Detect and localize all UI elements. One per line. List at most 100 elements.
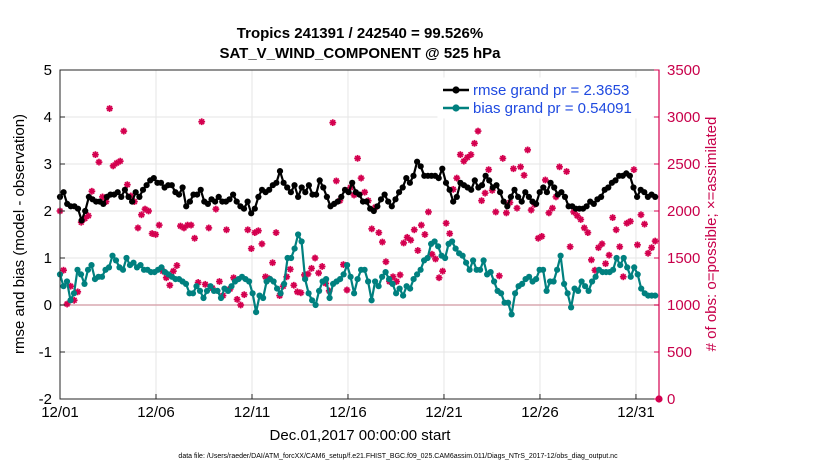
obs-count-point xyxy=(198,118,206,126)
rmse-point xyxy=(446,186,453,193)
rmse-point xyxy=(295,193,302,200)
obs-count-point xyxy=(145,207,152,215)
rmse-series xyxy=(56,158,659,224)
obs-count-point xyxy=(598,240,606,248)
obs-count-point xyxy=(510,165,517,173)
bias-point xyxy=(105,264,113,271)
rmse-point xyxy=(316,177,323,184)
rmse-point xyxy=(410,172,417,179)
rmse-point xyxy=(561,193,569,200)
obs-count-point xyxy=(446,230,454,237)
obs-count-point xyxy=(354,154,361,162)
obs-count-point xyxy=(368,225,376,233)
obs-count-point xyxy=(619,273,627,281)
rmse-point xyxy=(204,200,211,207)
obs-count-point xyxy=(577,216,585,223)
bias-point xyxy=(620,254,627,262)
obs-count-point xyxy=(442,219,450,227)
bias-point xyxy=(347,273,354,280)
legend-bias-marker xyxy=(452,104,460,112)
bias-point xyxy=(200,294,207,302)
bias-point xyxy=(477,266,484,273)
x-tick-label: 12/01 xyxy=(41,404,79,421)
bias-point xyxy=(585,287,592,294)
obs-count-point xyxy=(634,241,641,249)
rmse-point xyxy=(78,217,85,224)
x-tick-label: 12/16 xyxy=(329,404,367,421)
bias-point xyxy=(182,280,190,287)
obs-count-point xyxy=(584,229,592,237)
rmse-point xyxy=(212,198,219,205)
bias-point xyxy=(466,266,473,273)
obs-count-point xyxy=(290,281,298,289)
rmse-point xyxy=(500,198,507,205)
rmse-point xyxy=(349,179,356,186)
bias-point xyxy=(260,294,267,302)
obs-count-point xyxy=(84,212,92,220)
bias-point xyxy=(312,301,319,309)
obs-count-point xyxy=(166,281,174,289)
bias-point xyxy=(561,280,568,287)
obs-count-point xyxy=(169,267,177,275)
rmse-point xyxy=(547,179,554,186)
obs-count-point xyxy=(502,209,510,217)
obs-count-point xyxy=(605,251,613,259)
bias-point xyxy=(375,283,382,290)
rmse-point xyxy=(251,205,258,212)
bias-point xyxy=(137,262,144,269)
rmse-point xyxy=(536,189,543,196)
rmse-point xyxy=(453,193,460,200)
obs-count-point xyxy=(205,224,213,232)
bias-point xyxy=(158,264,165,271)
bias-point xyxy=(270,278,277,285)
legend-rmse-marker xyxy=(452,86,460,94)
obs-count-point xyxy=(357,174,365,182)
obs-count-point xyxy=(421,231,429,238)
bias-point xyxy=(74,266,81,273)
rmse-point xyxy=(406,179,413,186)
rmse-point xyxy=(414,158,421,165)
y-axis-right-ticks: 0 500 1000 1500 2000 2500 3000 3500 xyxy=(654,62,700,408)
bias-point xyxy=(624,264,631,271)
bias-point xyxy=(224,287,232,294)
y-right-tick-label: 1500 xyxy=(667,250,700,267)
y-left-tick-label: 4 xyxy=(44,109,52,126)
bias-point xyxy=(305,290,312,297)
rmse-point xyxy=(598,193,605,200)
bias-point xyxy=(203,287,211,294)
bias-point xyxy=(298,238,305,245)
rmse-point xyxy=(605,184,612,191)
bias-point xyxy=(323,276,330,283)
bias-point xyxy=(550,278,557,285)
obs-count-point xyxy=(272,229,280,237)
rmse-point xyxy=(558,189,565,196)
obs-count-point xyxy=(382,258,390,266)
rmse-point xyxy=(139,186,147,193)
rmse-point xyxy=(590,200,597,207)
rmse-point xyxy=(215,193,222,200)
obs-count-point xyxy=(88,187,96,195)
bias-point xyxy=(63,278,71,285)
bias-point xyxy=(277,290,284,297)
obs-count-point xyxy=(315,269,323,277)
rmse-point xyxy=(392,196,399,203)
rmse-point xyxy=(385,198,392,205)
y-axis-right-label: # of obs: o=possible; ×=assimilated xyxy=(703,117,720,352)
bias-point xyxy=(578,278,585,285)
rmse-point xyxy=(377,196,385,203)
obs-count-point xyxy=(361,188,369,196)
obs-count-point xyxy=(410,226,418,234)
bias-point xyxy=(112,257,120,264)
bias-point xyxy=(88,262,95,269)
obs-count-point xyxy=(549,204,556,212)
legend-box xyxy=(437,77,653,119)
obs-count-point xyxy=(481,189,489,197)
obs-count-point xyxy=(254,227,262,235)
obs-count-point xyxy=(464,154,471,161)
rmse-point xyxy=(478,182,486,189)
rmse-point xyxy=(143,182,150,189)
rmse-point xyxy=(266,186,273,193)
bias-point xyxy=(214,287,221,294)
rmse-point xyxy=(118,193,125,200)
obs-count-point xyxy=(212,205,220,213)
